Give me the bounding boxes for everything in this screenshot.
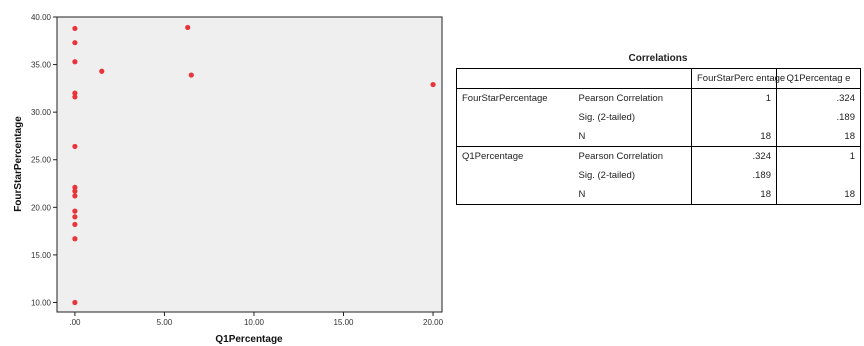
x-axis: .00 5.00 10.00 15.00 20.00 (69, 312, 444, 327)
table-row: N 18 18 (456, 185, 861, 205)
table-row: FourStarPercentage Pearson Correlation 1… (456, 88, 861, 108)
cell: .324 (776, 88, 861, 108)
x-axis-title: Q1Percentage (215, 334, 283, 345)
row-variable: FourStarPercentage (456, 88, 574, 108)
y-tick-label: 40.00 (31, 13, 52, 22)
y-tick-label: 35.00 (31, 61, 52, 70)
scatter-point (185, 24, 191, 31)
cell: 18 (776, 127, 861, 147)
table-row: N 18 18 (456, 127, 861, 147)
row-stat: Pearson Correlation (578, 151, 664, 162)
scatter-point (72, 184, 78, 190)
scatter-point (72, 94, 78, 100)
y-axis: 10.00 15.00 20.00 25.00 30.00 35.00 40.00 (31, 13, 57, 307)
table-title: Correlations (628, 53, 688, 64)
cell: .189 (776, 108, 861, 127)
scatter-point (72, 188, 78, 194)
cell (776, 166, 861, 185)
scatter-point (430, 81, 436, 88)
table-row: Q1Percentage Pearson Correlation .324 1 (456, 146, 861, 166)
header-row: FourStarPerc entage Q1Percentag e (456, 68, 861, 89)
scatter-point (72, 40, 78, 46)
scatter-point (99, 68, 105, 74)
column-header: FourStarPerc entage (691, 68, 785, 89)
row-variable (456, 185, 574, 205)
cell: 18 (776, 185, 861, 205)
y-tick-label: 10.00 (31, 298, 52, 307)
row-variable: Q1Percentage (456, 146, 574, 166)
scatter-point (72, 193, 78, 199)
scatter-point (72, 236, 78, 242)
x-tick-label: 15.00 (333, 318, 354, 327)
cell: 1 (691, 88, 777, 108)
row-variable (456, 166, 574, 185)
scatter-point (72, 59, 78, 65)
cell: 1 (776, 146, 861, 166)
y-tick-label: 30.00 (31, 108, 52, 117)
y-tick-label: 15.00 (31, 251, 52, 260)
cell: 18 (691, 127, 777, 147)
correlations-panel: Correlations FourStarPerc entage Q1Perce… (456, 53, 861, 205)
plot-area (56, 16, 443, 313)
correlations-table: FourStarPerc entage Q1Percentag e FourSt… (456, 68, 861, 205)
row-stat: Sig. (2-tailed) (578, 170, 636, 181)
row-stat: N (573, 127, 692, 147)
y-tick-label: 25.00 (31, 156, 52, 165)
x-tick-label: 10.00 (244, 318, 265, 327)
scatter-point (72, 25, 78, 32)
scatter-point (72, 299, 78, 306)
scatter-point (72, 90, 78, 96)
cell: .324 (691, 146, 777, 166)
row-stat: N (573, 185, 692, 205)
scatter-plot: 10.00 15.00 20.00 25.00 30.00 35.00 40.00 .00 5… (13, 13, 444, 345)
header-corner (456, 68, 692, 89)
row-variable (456, 127, 574, 147)
row-stat: Sig. (2-tailed) (578, 112, 636, 123)
cell: .189 (691, 166, 777, 185)
y-tick-label: 20.00 (31, 203, 52, 212)
column-header: Q1Percentag e (776, 68, 861, 89)
row-stat: Pearson Correlation (578, 93, 664, 104)
scatter-point (188, 72, 194, 78)
cell: 18 (691, 185, 777, 205)
y-axis-title: FourStarPercentage (13, 116, 24, 212)
scatter-point (72, 208, 78, 214)
x-tick-label: 20.00 (423, 318, 444, 327)
scatter-point (72, 221, 78, 228)
row-variable (456, 108, 574, 127)
table-row: Sig. (2-tailed) .189 (456, 166, 861, 185)
x-tick-label: .00 (69, 318, 81, 327)
scatter-point (72, 143, 78, 150)
x-tick-label: 5.00 (157, 318, 173, 327)
data-points (72, 24, 436, 306)
table-row: Sig. (2-tailed) .189 (456, 108, 861, 127)
scatter-point (72, 214, 78, 220)
cell (691, 108, 777, 127)
